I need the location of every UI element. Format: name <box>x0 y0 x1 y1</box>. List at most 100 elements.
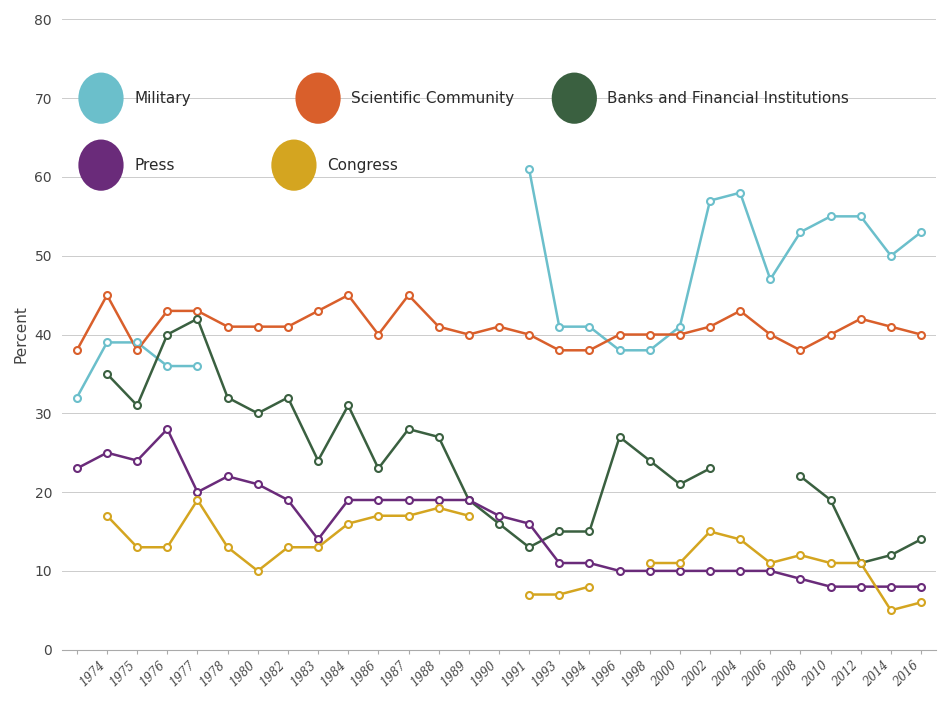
Point <box>914 597 929 608</box>
Point <box>763 329 778 340</box>
Point <box>129 400 144 411</box>
Point <box>522 589 537 600</box>
Point <box>763 557 778 569</box>
Point <box>853 557 868 569</box>
Point <box>793 344 808 356</box>
Point <box>793 226 808 238</box>
Point <box>341 290 356 301</box>
Point <box>522 164 537 175</box>
Point <box>702 565 717 576</box>
Point <box>160 423 175 434</box>
Point <box>190 361 205 372</box>
Ellipse shape <box>295 72 341 124</box>
Point <box>552 589 567 600</box>
Point <box>401 290 416 301</box>
Point <box>793 550 808 561</box>
Point <box>732 534 748 545</box>
Point <box>702 526 717 537</box>
Point <box>100 337 115 348</box>
Point <box>673 557 688 569</box>
Point <box>220 321 236 333</box>
Point <box>311 541 326 553</box>
Point <box>732 305 748 316</box>
Point <box>190 494 205 505</box>
Point <box>341 494 356 505</box>
Point <box>280 494 295 505</box>
Point <box>642 557 657 569</box>
Point <box>431 432 446 443</box>
Point <box>673 565 688 576</box>
Point <box>732 565 748 576</box>
Point <box>673 479 688 490</box>
Point <box>552 526 567 537</box>
Point <box>793 471 808 482</box>
Point <box>581 321 597 333</box>
Point <box>581 526 597 537</box>
Point <box>431 494 446 505</box>
Point <box>491 321 506 333</box>
Point <box>642 565 657 576</box>
Point <box>401 494 416 505</box>
Point <box>522 329 537 340</box>
Point <box>370 494 386 505</box>
Point <box>732 187 748 198</box>
Point <box>401 510 416 522</box>
Point <box>280 392 295 404</box>
Point <box>552 344 567 356</box>
Point <box>823 211 838 222</box>
Point <box>341 518 356 529</box>
Point <box>642 344 657 356</box>
Point <box>884 581 899 592</box>
Point <box>190 486 205 498</box>
Point <box>280 321 295 333</box>
Ellipse shape <box>272 139 316 191</box>
Point <box>823 329 838 340</box>
Point <box>220 471 236 482</box>
Point <box>129 344 144 356</box>
Point <box>160 541 175 553</box>
Point <box>884 550 899 561</box>
Point <box>522 541 537 553</box>
Point <box>612 432 627 443</box>
Point <box>581 557 597 569</box>
Point <box>401 423 416 434</box>
Point <box>100 368 115 380</box>
Point <box>552 557 567 569</box>
Point <box>461 329 476 340</box>
Point <box>370 510 386 522</box>
Point <box>160 361 175 372</box>
Point <box>522 518 537 529</box>
Point <box>853 557 868 569</box>
Point <box>461 510 476 522</box>
Point <box>461 494 476 505</box>
Point <box>914 329 929 340</box>
Text: Press: Press <box>134 157 175 173</box>
Point <box>129 337 144 348</box>
Point <box>793 573 808 584</box>
Point <box>914 581 929 592</box>
Point <box>250 479 265 490</box>
Point <box>581 344 597 356</box>
Point <box>220 541 236 553</box>
Point <box>100 447 115 458</box>
Point <box>190 313 205 324</box>
Point <box>612 344 627 356</box>
Ellipse shape <box>78 72 124 124</box>
Point <box>311 534 326 545</box>
Point <box>370 463 386 474</box>
Point <box>370 329 386 340</box>
Text: Banks and Financial Institutions: Banks and Financial Institutions <box>607 91 849 105</box>
Point <box>823 494 838 505</box>
Point <box>884 605 899 616</box>
Point <box>642 455 657 466</box>
Point <box>763 273 778 285</box>
Point <box>673 329 688 340</box>
Point <box>491 510 506 522</box>
Point <box>100 290 115 301</box>
Ellipse shape <box>552 72 597 124</box>
Point <box>612 565 627 576</box>
Point <box>702 321 717 333</box>
Point <box>431 502 446 513</box>
Point <box>69 392 85 404</box>
Point <box>853 313 868 324</box>
